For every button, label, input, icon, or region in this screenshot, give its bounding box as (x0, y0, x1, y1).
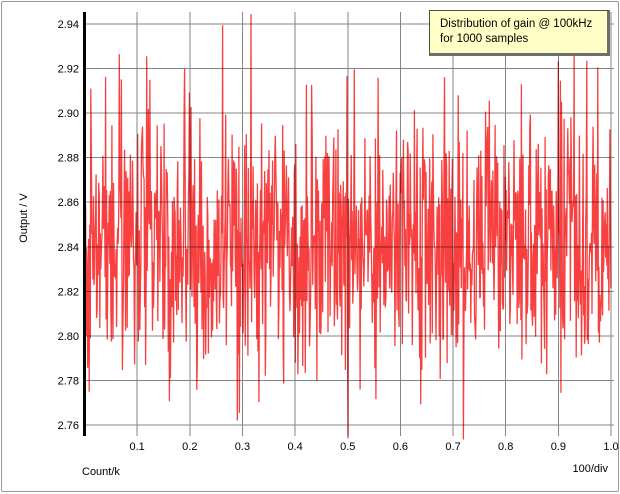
x-tick-label: 1.0 (603, 441, 618, 453)
x-tick-label: 0.4 (287, 441, 302, 453)
legend-box: Distribution of gain @ 100kHz for 1000 s… (429, 10, 610, 56)
y-tick-label: 2.78 (58, 375, 79, 387)
x-axis-title: Count/k (82, 466, 120, 478)
y-tick-label: 2.92 (58, 64, 79, 76)
x-tick-label: 0.6 (393, 441, 408, 453)
y-axis-title: Output / V (18, 193, 30, 243)
x-tick-label: 0.9 (551, 441, 566, 453)
y-tick-label: 2.76 (58, 420, 79, 432)
y-tick-label: 2.80 (58, 331, 79, 343)
x-tick-label: 0.2 (182, 441, 197, 453)
y-tick-label: 2.86 (58, 197, 79, 209)
x-tick-label: 0.3 (235, 441, 250, 453)
x-tick-label: 0.1 (130, 441, 145, 453)
y-tick-label: 2.94 (58, 19, 79, 31)
legend-line-1: Distribution of gain @ 100kHz (440, 18, 593, 30)
y-tick-label: 2.82 (58, 286, 79, 298)
y-tick-label: 2.88 (58, 153, 79, 165)
y-tick-label: 2.90 (58, 108, 79, 120)
x-tick-label: 0.7 (445, 441, 460, 453)
y-tick-label: 2.84 (58, 242, 79, 254)
grid (84, 12, 614, 436)
x-tick-label: 0.5 (340, 441, 355, 453)
x-division-label: 100/div (572, 463, 608, 475)
legend-line-2: for 1000 samples (440, 33, 529, 45)
y-axis-line (83, 12, 86, 436)
x-tick-label: 0.8 (498, 441, 513, 453)
